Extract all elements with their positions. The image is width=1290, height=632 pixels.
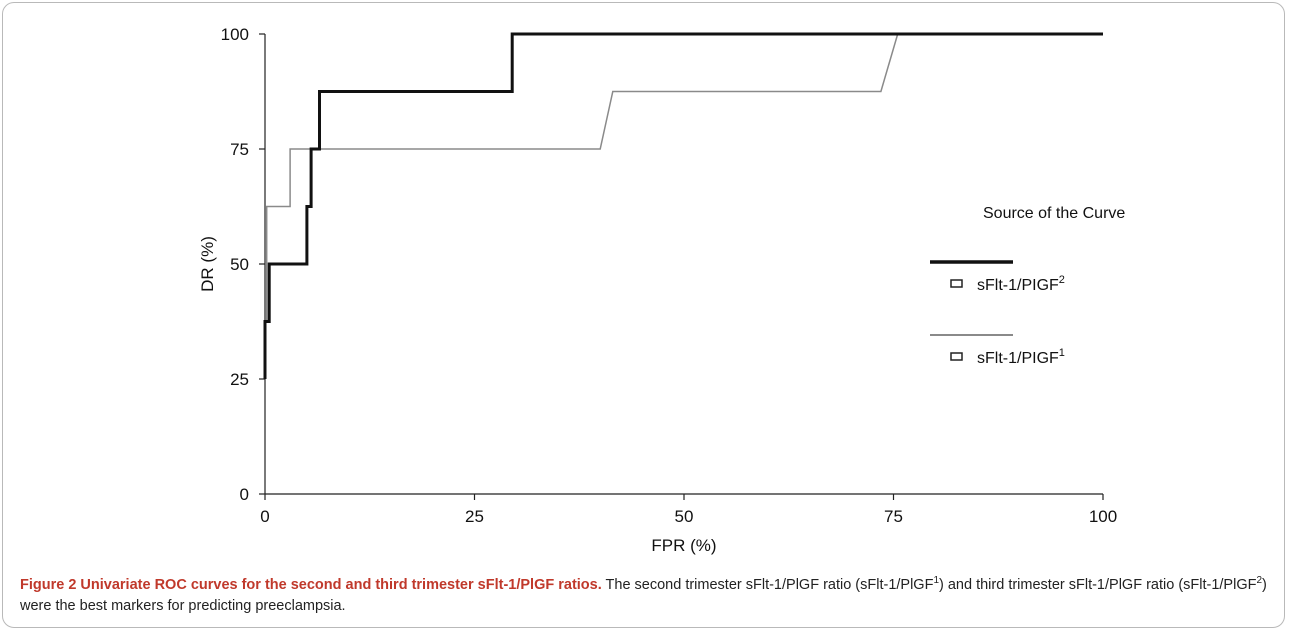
chart-axes: 0 25 50 75 100 0 25 50 75 100 FPR (%) DR (%) [198,25,1117,555]
series-line-sflt1-plgf-1 [264,33,1103,379]
x-axis-title: FPR (%) [651,536,716,555]
series-line-sflt1-plgf-2 [263,32,1103,379]
legend-title: Source of the Curve [983,205,1125,222]
x-tick-label: 100 [1089,507,1117,526]
y-tick-label: 0 [240,485,249,504]
legend-entry-label: sFlt-1/PIGF1 [977,347,1065,367]
x-tick-label: 25 [465,507,484,526]
roc-chart: 0 25 50 75 100 0 25 50 75 100 FPR (%) DR (%) Source… [198,25,1125,555]
y-tick-label: 50 [230,255,249,274]
legend-swatch [950,352,963,361]
chart-legend: Source of the Curve sFlt-1/PIGF2 sFlt-1/PI… [930,205,1125,367]
y-axis-title: DR (%) [198,236,217,292]
caption-text-3: ) were the best markers for predicting p… [20,576,1267,614]
legend-swatch [950,279,963,288]
x-tick-label: 50 [675,507,694,526]
y-tick-label: 25 [230,370,249,389]
caption-text-2: ) and third trimester sFlt-1/PlGF ratio … [939,576,1257,593]
x-tick-label: 0 [260,507,269,526]
caption-title: Figure 2 Univariate ROC curves for the s… [20,576,602,593]
legend-entry-label: sFlt-1/PIGF2 [977,274,1065,294]
y-tick-label: 75 [230,140,249,159]
x-tick-label: 75 [884,507,903,526]
caption-text-1: The second trimester sFlt-1/PlGF ratio (… [601,576,934,593]
y-tick-label: 100 [221,25,249,44]
caption-sup-1: 1 [933,575,940,586]
caption-sup-2: 2 [1256,575,1263,586]
figure-caption: Figure 2 Univariate ROC curves for the s… [20,570,1270,617]
chart-series [263,32,1103,379]
